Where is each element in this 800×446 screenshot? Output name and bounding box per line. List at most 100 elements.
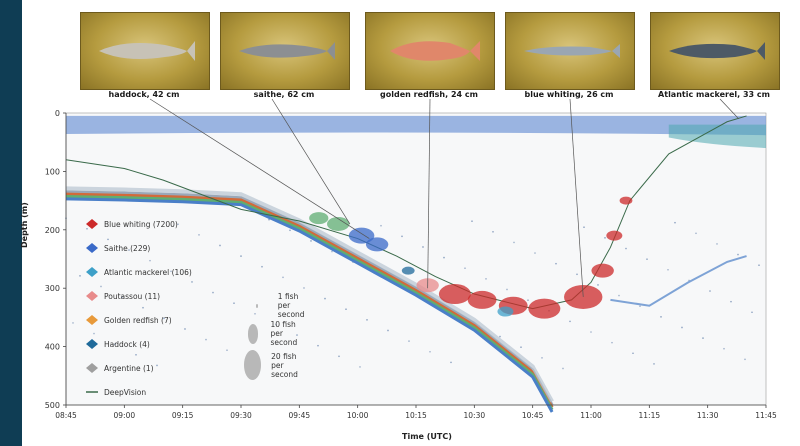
size-legend-item: 20 fish per second — [244, 350, 311, 380]
echo-dot — [562, 367, 564, 370]
echo-dot — [107, 238, 109, 241]
echo-dot — [604, 237, 606, 239]
echo-dot — [86, 227, 88, 230]
echo-dot — [583, 226, 585, 229]
photo-caption-atlantic-mackerel: Atlantic mackerel, 33 cm — [658, 90, 770, 99]
blue-whiting-detection — [467, 290, 497, 309]
mackerel-detection — [309, 212, 329, 225]
size-circle — [244, 350, 262, 380]
echo-dot — [219, 244, 221, 247]
echo-dot — [387, 329, 389, 332]
echo-dot — [317, 344, 319, 347]
photo-caption-haddock: haddock, 42 cm — [108, 90, 180, 99]
echo-dot — [471, 220, 473, 222]
echo-dot — [723, 347, 725, 350]
legend-marker — [86, 267, 100, 277]
haddock-detection — [401, 266, 415, 275]
fish-echo-trail — [610, 255, 747, 307]
x-tick-label: 10:30 — [464, 411, 486, 420]
echo-dot — [212, 291, 214, 294]
echo-dot — [163, 317, 165, 320]
x-tick-label: 09:00 — [114, 411, 136, 420]
echo-dot — [310, 240, 312, 242]
echo-dot — [702, 337, 704, 339]
echo-dot — [296, 334, 298, 336]
size-legend-item: 1 fish per second — [256, 292, 307, 319]
echo-dot — [184, 328, 186, 330]
echo-dot — [653, 363, 655, 365]
echo-dot — [289, 229, 291, 232]
seafloor-line — [65, 190, 554, 406]
echo-dot — [499, 335, 501, 338]
x-tick-label: 08:45 — [55, 411, 77, 420]
echo-dot — [576, 273, 578, 276]
echo-dot — [177, 223, 179, 225]
echo-dot — [233, 302, 235, 304]
echo-dot — [149, 259, 151, 262]
echo-dot — [170, 270, 172, 273]
echo-dot — [359, 366, 361, 368]
size-legend-label: 1 fish per second — [277, 292, 305, 319]
echo-dot — [72, 322, 74, 324]
echo-dot — [191, 281, 193, 283]
atlantic-mackerel-photo — [650, 12, 780, 90]
echo-dot — [646, 258, 648, 260]
echo-dot — [366, 319, 368, 321]
x-tick-label: 09:45 — [289, 411, 311, 420]
echo-dot — [142, 306, 144, 309]
echo-dot — [254, 312, 256, 315]
echo-dot — [737, 253, 739, 256]
legend-marker — [86, 387, 100, 397]
legend-item: Poutassou (11) — [86, 284, 192, 308]
echo-dot — [625, 247, 627, 250]
legend-label: Saithe (229) — [104, 243, 151, 253]
echo-dot — [114, 343, 116, 345]
leader-line — [719, 98, 740, 120]
legend-marker — [86, 243, 100, 253]
saithe-detection — [348, 227, 375, 244]
legend-label: Atlantic mackerel (106) — [104, 267, 192, 277]
legend-marker — [86, 315, 100, 325]
blue-whiting-detection — [619, 196, 633, 205]
echo-dot — [506, 288, 508, 291]
photo-caption-golden-redfish: golden redfish, 24 cm — [380, 90, 478, 99]
echo-dot — [429, 350, 431, 353]
echo-dot — [128, 249, 130, 251]
legend-marker — [86, 339, 100, 349]
x-tick-label: 10:45 — [522, 411, 544, 420]
echo-dot — [534, 252, 536, 254]
echo-dot — [716, 243, 718, 245]
echo-dot — [520, 346, 522, 348]
echo-dot — [464, 267, 466, 270]
mackerel-detection — [497, 306, 514, 317]
x-tick-label: 10:00 — [347, 411, 369, 420]
echo-dot — [100, 285, 102, 288]
echo-dot — [380, 224, 382, 227]
echo-dot — [527, 299, 529, 301]
mackerel-school-band — [668, 124, 766, 149]
echo-dot — [569, 320, 571, 323]
photo-caption-saithe: saithe, 62 cm — [253, 90, 315, 99]
surface-echo-band — [66, 115, 766, 136]
echo-dot — [240, 255, 242, 257]
echo-dot — [660, 316, 662, 318]
echo-dot — [758, 264, 760, 266]
echo-dot — [345, 308, 347, 311]
echo-dot — [121, 296, 123, 298]
legend-item: Atlantic mackerel (106) — [86, 260, 192, 284]
echo-dot — [695, 232, 697, 235]
legend-label: Poutassou (11) — [104, 291, 161, 301]
size-legend-item: 10 fish per second — [248, 320, 307, 347]
echo-dot — [667, 268, 669, 271]
echo-dot — [93, 332, 95, 335]
echo-dot — [282, 276, 284, 279]
legend-label: Golden redfish (7) — [104, 315, 172, 325]
echo-dot — [79, 275, 81, 277]
legend-item: DeepVision — [86, 380, 192, 404]
blue-whiting-detection — [528, 298, 561, 319]
x-tick-label: 11:45 — [755, 411, 777, 420]
echo-dot — [401, 235, 403, 238]
echo-dot — [422, 246, 424, 248]
y-tick-label: 400 — [45, 343, 60, 352]
